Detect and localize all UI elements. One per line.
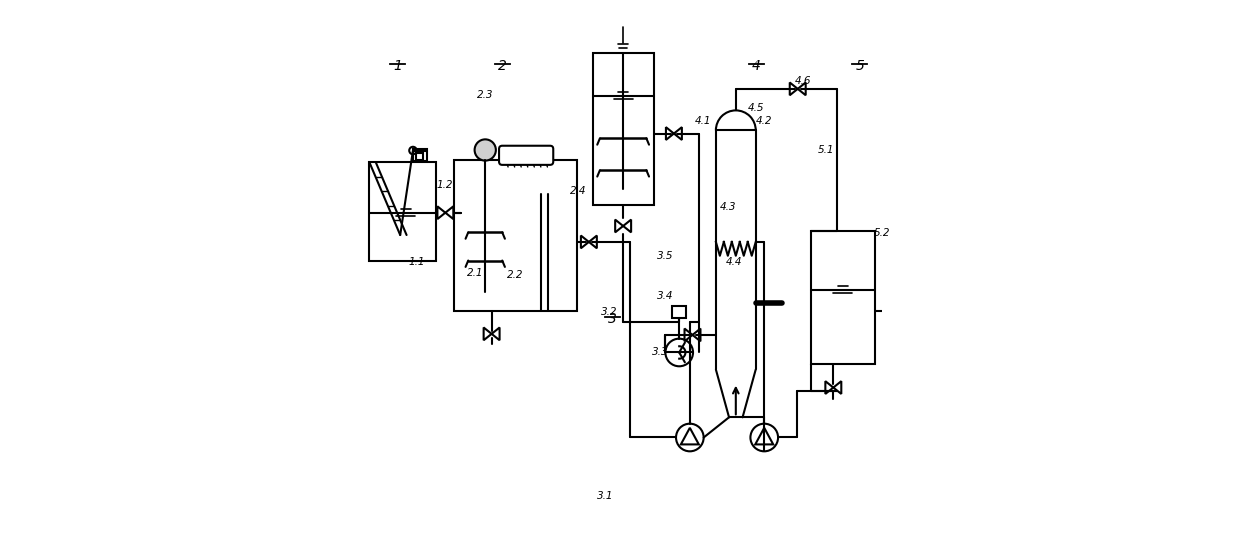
Text: 3.5: 3.5 [657,251,674,261]
Bar [672,306,686,318]
Bar [370,162,435,260]
Text: 2: 2 [498,59,507,72]
Text: 2.2: 2.2 [507,270,523,280]
Bar [593,53,653,205]
Bar [417,153,423,159]
Text: 1.2: 1.2 [436,180,454,190]
Bar [811,231,874,364]
Text: 4.2: 4.2 [756,115,772,126]
Text: 5.2: 5.2 [874,228,890,238]
Text: 2.1: 2.1 [466,267,483,278]
Text: 4.4: 4.4 [725,257,742,267]
Text: 1: 1 [393,59,402,72]
Text: 4: 4 [752,59,761,72]
Text: 4.3: 4.3 [720,201,736,212]
Text: 3.4: 3.4 [657,291,674,301]
Text: 5: 5 [856,59,864,72]
Text: 2.3: 2.3 [477,90,493,99]
Text: 5.1: 5.1 [817,145,834,155]
Text: 3.2: 3.2 [602,307,618,317]
Circle shape [475,140,496,161]
Text: 4.1: 4.1 [695,115,711,126]
Bar [413,149,427,161]
Bar [455,159,577,311]
Text: 3: 3 [608,312,616,326]
Text: 2.4: 2.4 [571,186,587,195]
Text: 4.5: 4.5 [748,103,764,113]
Text: 3.3: 3.3 [652,347,668,357]
Text: 4.6: 4.6 [794,76,811,86]
Text: 1.1: 1.1 [408,257,424,267]
FancyBboxPatch shape [499,146,554,165]
Text: 3.1: 3.1 [597,491,613,501]
